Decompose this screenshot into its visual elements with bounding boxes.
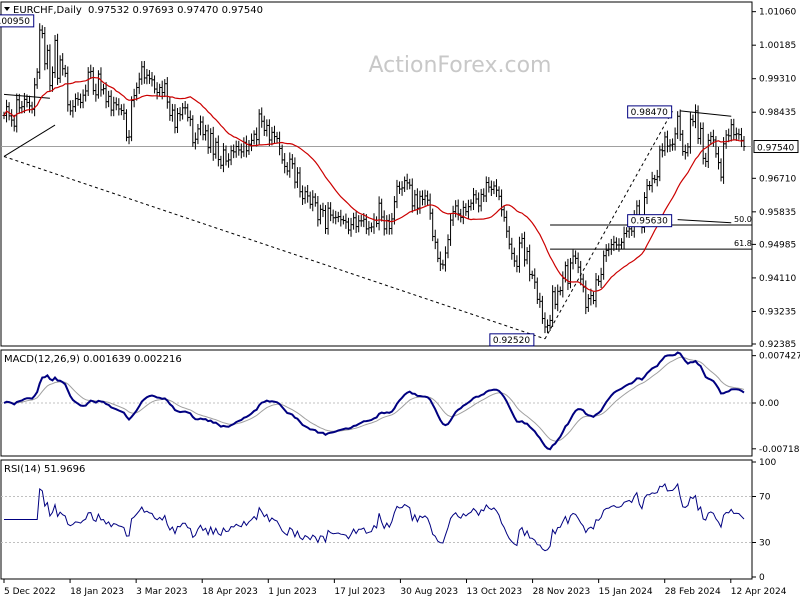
price-label: 0.98470 [631, 108, 668, 118]
fib-level-label: 50.0 [734, 215, 752, 224]
price-tick-label: 0.99310 [759, 75, 796, 85]
last-price-box [753, 140, 799, 154]
ma-line [3, 76, 745, 292]
price-label: 0.95630 [631, 217, 668, 227]
x-tick-label: 17 Jul 2023 [334, 587, 385, 597]
trendline [544, 110, 673, 340]
price-bars [2, 23, 746, 334]
rsi-line [4, 482, 745, 552]
price-label-box [0, 14, 35, 28]
rsi-title: RSI(14) 51.9696 [4, 464, 85, 475]
price-label: 0.92520 [493, 336, 530, 346]
rsi-tick-label: 100 [759, 458, 776, 468]
chart-menu-arrow-icon[interactable] [4, 7, 10, 11]
fib-level-label: 61.8 [734, 239, 752, 248]
x-tick-label: 28 Feb 2024 [665, 587, 721, 597]
trendline [677, 219, 732, 224]
price-tick-label: 0.93235 [759, 307, 796, 317]
price-labels: 1.00950 0.98470 0.95630 0.92520 [0, 14, 673, 347]
macd-title: MACD(12,26,9) 0.001639 0.002216 [4, 354, 182, 365]
macd-tick-label: 0.00 [759, 399, 779, 409]
x-tick-label: 5 Dec 2022 [4, 587, 56, 597]
price-panel-frame [0, 1, 753, 347]
watermark: ActionForex.com [369, 53, 552, 78]
price-tick-label: 0.96710 [759, 174, 796, 184]
x-tick-label: 15 Jan 2024 [599, 587, 653, 597]
symbol-label: EURCHF,Daily [13, 5, 82, 16]
x-axis: 5 Dec 2022 18 Jan 2023 3 Mar 2023 18 Apr 20… [3, 579, 787, 597]
price-tick-label: 0.94110 [759, 274, 796, 284]
trendline [3, 124, 56, 157]
rsi-panel-frame [0, 459, 753, 580]
price-tick-label: 1.01060 [759, 8, 796, 18]
rsi-tick-label: 70 [759, 493, 771, 503]
rsi-tick-label: 0 [759, 573, 765, 583]
x-tick-label: 13 Oct 2023 [467, 587, 523, 597]
macd-signal-line [3, 356, 745, 442]
x-tick-label: 28 Nov 2023 [533, 587, 591, 597]
price-tick-label: 0.94985 [759, 240, 796, 250]
last-price-label: 0.97540 [757, 144, 794, 154]
price-axis: 1.01060 1.00185 0.99310 0.98435 0.96710 0.958… [1, 8, 799, 350]
price-tick-label: 0.92385 [759, 340, 796, 350]
macd-line [3, 351, 745, 451]
price-tick-label: 1.00185 [759, 41, 796, 51]
ohlc-label: 0.97532 0.97693 0.97470 0.97540 [88, 5, 263, 16]
price-tick-label: 0.95835 [759, 208, 796, 218]
x-tick-label: 30 Aug 2023 [400, 587, 458, 597]
x-tick-label: 18 Jan 2023 [70, 587, 124, 597]
rsi-tick-label: 30 [759, 539, 771, 549]
x-tick-label: 1 Jun 2023 [268, 587, 316, 597]
price-tick-label: 0.98435 [759, 108, 796, 118]
x-tick-label: 18 Apr 2023 [202, 587, 258, 597]
price-label: 1.00950 [0, 17, 30, 27]
macd-panel: 0.007427 0.00 -0.007186 [1, 351, 800, 455]
x-tick-label: 12 Apr 2024 [731, 587, 787, 597]
price-label-box [627, 105, 673, 119]
macd-tick-label: -0.007186 [759, 445, 800, 455]
rsi-panel: 100 70 30 0 [1, 458, 776, 583]
price-label-box [627, 214, 673, 228]
macd-tick-label: 0.007427 [759, 352, 800, 362]
price-label-box [489, 333, 535, 347]
x-tick-label: 3 Mar 2023 [136, 587, 187, 597]
trendline [3, 155, 546, 340]
trendline [680, 110, 732, 117]
moving-average [3, 76, 745, 292]
